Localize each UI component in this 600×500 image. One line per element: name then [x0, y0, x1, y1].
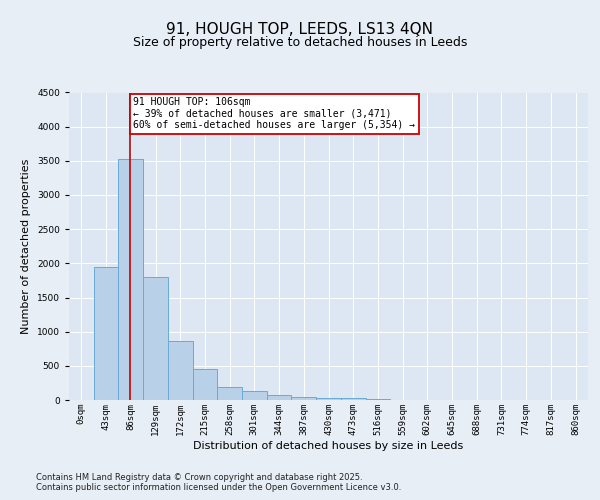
Bar	[143, 277, 168, 400]
Text: Contains HM Land Registry data © Crown copyright and database right 2025.: Contains HM Land Registry data © Crown c…	[36, 472, 362, 482]
Bar	[193, 368, 217, 400]
Text: Contains public sector information licensed under the Open Government Licence v3: Contains public sector information licen…	[36, 484, 401, 492]
Bar	[267, 395, 292, 400]
Bar	[292, 396, 316, 400]
Bar	[217, 386, 242, 400]
Bar	[341, 398, 365, 400]
Y-axis label: Number of detached properties: Number of detached properties	[22, 158, 31, 334]
Text: 91, HOUGH TOP, LEEDS, LS13 4QN: 91, HOUGH TOP, LEEDS, LS13 4QN	[167, 22, 433, 38]
Bar	[168, 340, 193, 400]
X-axis label: Distribution of detached houses by size in Leeds: Distribution of detached houses by size …	[193, 440, 464, 450]
Bar	[242, 391, 267, 400]
Bar	[94, 266, 118, 400]
Text: 91 HOUGH TOP: 106sqm
← 39% of detached houses are smaller (3,471)
60% of semi-de: 91 HOUGH TOP: 106sqm ← 39% of detached h…	[133, 97, 415, 130]
Bar	[118, 160, 143, 400]
Text: Size of property relative to detached houses in Leeds: Size of property relative to detached ho…	[133, 36, 467, 49]
Bar	[316, 398, 341, 400]
